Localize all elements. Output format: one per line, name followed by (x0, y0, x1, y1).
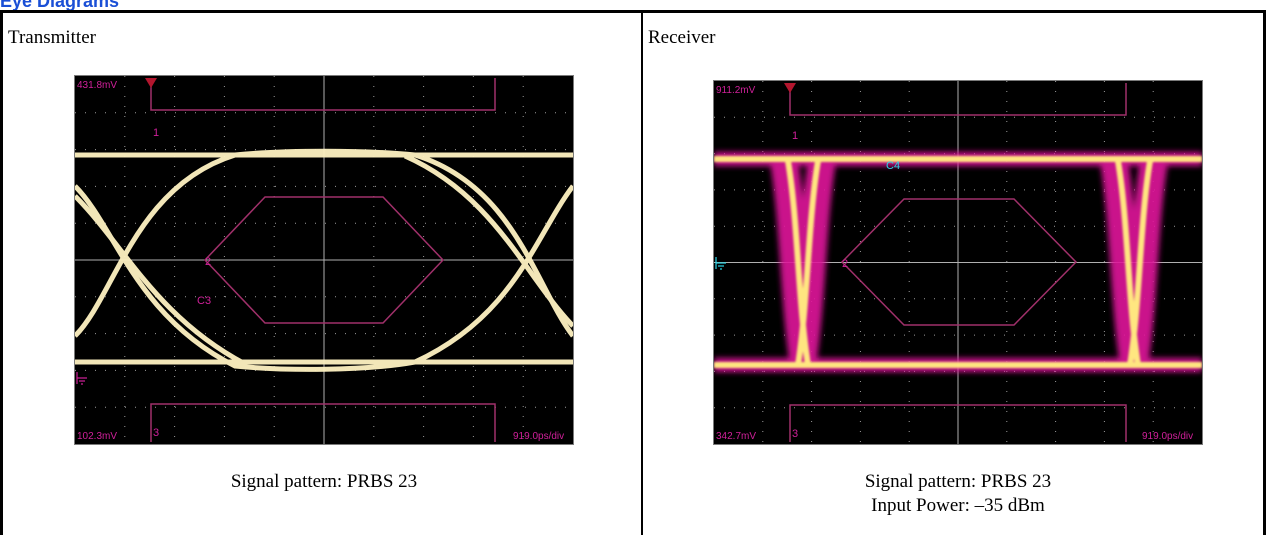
channel-marker: C3 (197, 295, 211, 307)
transmitter-eye-diagram: 431.8mV 102.3mV 919.0ps/div 1 2 3 C3 (74, 75, 574, 445)
scope-grid (714, 81, 1202, 444)
scope-axes (75, 76, 573, 444)
timebase-readout: 919.0ps/div (1142, 431, 1193, 442)
receiver-label: Receiver (648, 27, 716, 48)
eye-mask (789, 83, 1127, 442)
receiver-input-power: Input Power: –35 dBm (871, 495, 1045, 516)
receiver-caption: Signal pattern: PRBS 23 Input Power: –35… (713, 470, 1203, 518)
transmitter-label: Transmitter (8, 27, 96, 48)
eye-traces-core (714, 156, 1202, 368)
receiver-eye-diagram: 911.2mV 342.7mV 919.0ps/div 1 2 3 C4 (713, 80, 1203, 445)
channel-marker: C4 (886, 160, 900, 172)
section-heading: Eye Diagrams (0, 0, 120, 11)
ground-marker-icon (76, 372, 87, 385)
bottom-voltage-readout: 102.3mV (77, 431, 117, 442)
ground-marker-icon (715, 257, 726, 270)
trigger-marker (784, 83, 796, 93)
timebase-readout: 919.0ps/div (513, 431, 564, 442)
mask-region-2-label: 2 (205, 256, 211, 268)
top-voltage-readout: 431.8mV (77, 80, 117, 91)
mask-region-1-label: 1 (792, 130, 798, 142)
eye-traces (75, 148, 573, 372)
bottom-voltage-readout: 342.7mV (716, 431, 756, 442)
eye-mask (150, 78, 496, 442)
receiver-signal-pattern: Signal pattern: PRBS 23 (864, 471, 1052, 492)
mask-region-2-label: 2 (842, 258, 848, 270)
mask-region-1-label: 1 (153, 127, 159, 139)
eye-diagram-table (0, 10, 1266, 535)
column-divider (641, 10, 643, 535)
trigger-marker (145, 78, 157, 88)
transmitter-caption: Signal pattern: PRBS 23 (74, 470, 574, 494)
mask-region-3-label: 3 (153, 427, 159, 439)
transmitter-signal-pattern: Signal pattern: PRBS 23 (230, 471, 418, 492)
mask-region-3-label: 3 (792, 428, 798, 440)
top-voltage-readout: 911.2mV (716, 85, 756, 96)
